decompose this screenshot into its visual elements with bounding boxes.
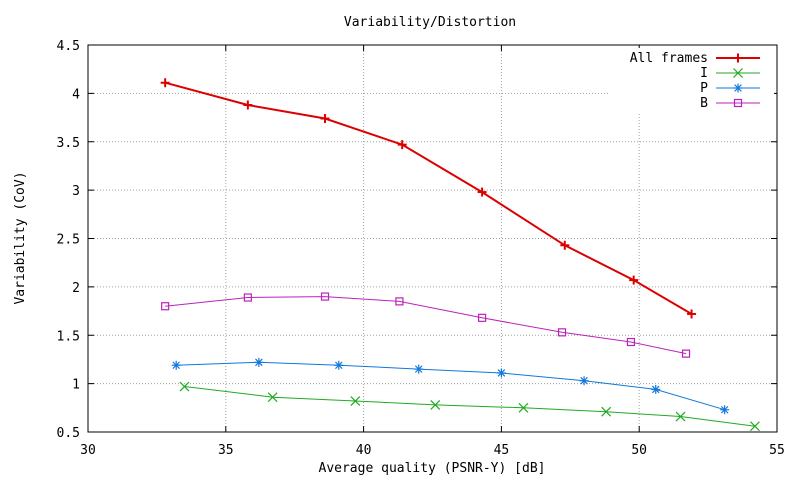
series-line-b [165,296,687,355]
data-point-b [243,293,252,302]
series-line-p [176,361,725,411]
y-tick-label: 2 [72,281,80,296]
x-axis-label: Average quality (PSNR-Y) [dB] [319,461,546,476]
series-line-i [184,386,756,427]
data-point-i [179,381,190,392]
legend-label-b: B [700,96,708,111]
data-point-p [171,360,181,370]
legend-marker-all-frames [733,53,743,63]
data-point-p [254,357,264,367]
x-tick-label: 30 [80,443,96,458]
y-tick-label: 4.5 [57,39,80,54]
data-point-b [681,349,691,358]
data-point-p [334,360,344,370]
data-point-all-frames [477,187,487,197]
y-tick-label: 0.5 [57,426,80,441]
legend-marker-b [733,98,743,108]
x-tick-label: 40 [356,443,372,458]
y-tick-label: 4 [72,87,80,102]
data-point-all-frames [629,275,639,285]
data-point-all-frames [560,240,570,250]
legend-label-i: I [700,66,708,81]
y-tick-label: 1 [72,378,80,393]
data-point-all-frames [320,114,330,124]
data-point-p [414,364,424,374]
data-point-i [350,396,361,406]
y-axis-label: Variability (CoV) [13,171,28,304]
legend-label-p: P [700,81,708,96]
x-tick-label: 55 [769,443,785,458]
data-point-b [478,313,487,322]
x-tick-label: 35 [218,443,234,458]
data-point-b [395,297,404,306]
data-point-p [579,376,589,386]
data-point-p [496,368,506,378]
y-tick-label: 1.5 [57,329,80,344]
data-point-i [430,399,441,410]
data-point-b [557,328,567,337]
data-point-all-frames [160,78,170,88]
data-point-b [320,292,330,301]
legend-marker-i [733,68,743,78]
chart-title: Variability/Distortion [344,15,516,30]
data-point-all-frames [397,140,407,150]
data-point-i [518,402,529,413]
x-tick-label: 45 [494,443,510,458]
series-layer [160,78,760,432]
data-point-all-frames [243,100,253,110]
y-tick-label: 3.5 [57,136,80,151]
data-point-p [720,405,730,415]
data-point-b [626,337,636,347]
y-tick-label: 2.5 [57,233,80,248]
series-line-all-frames [164,81,693,315]
data-point-i [750,421,760,432]
x-tick-label: 50 [631,443,647,458]
data-point-all-frames [687,309,697,319]
data-point-p [651,384,661,394]
legend-label-all-frames: All frames [630,51,708,66]
axes: 30 35 40 45 50 55 0.5 1 1.5 2 2.5 3 3.5 4 4.5 [57,39,785,458]
legend-marker-p [733,83,743,93]
y-tick-label: 3 [72,184,80,199]
data-point-i [675,411,686,422]
data-point-b [161,302,170,311]
data-point-i [601,406,612,417]
data-point-i [267,392,278,403]
